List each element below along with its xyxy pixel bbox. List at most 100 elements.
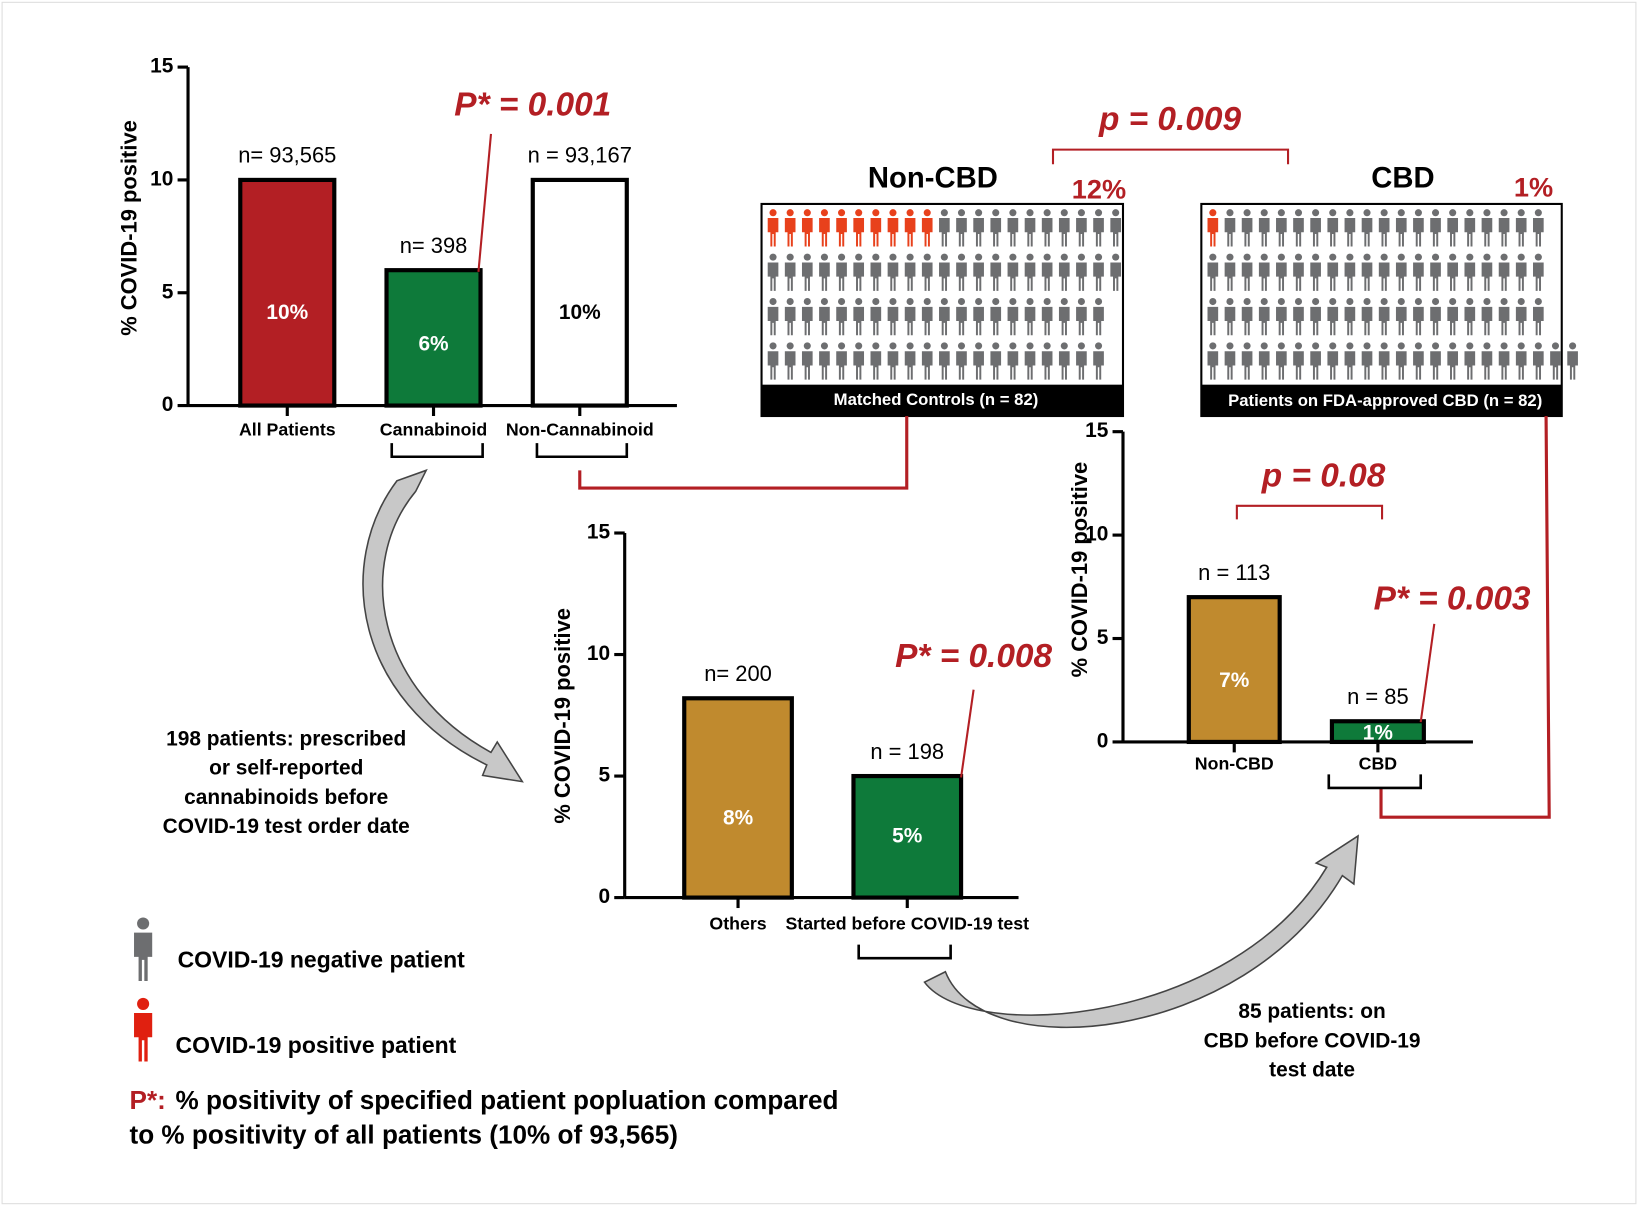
icon-head [1043, 209, 1051, 217]
icon-head [1077, 297, 1085, 306]
n-label: n = 85 [1347, 684, 1409, 709]
person-icon [870, 253, 882, 291]
icon-body [1327, 218, 1339, 247]
icon-head [1077, 253, 1085, 261]
icon-head [1414, 253, 1422, 261]
comparison-bracket [1051, 148, 1290, 165]
icon-body [1344, 262, 1356, 291]
icon-head [975, 253, 983, 261]
icon-body [870, 262, 882, 291]
person-icon [1327, 209, 1339, 247]
icon-head [1312, 253, 1320, 261]
icon-body [767, 262, 779, 291]
person-icon [836, 209, 847, 247]
y-axis-label: % COVID-19 positive [550, 608, 575, 824]
group-bracket [535, 443, 629, 459]
person-icon [1567, 342, 1578, 380]
person-icon [1550, 342, 1561, 380]
person-icon [1344, 342, 1356, 380]
person-icon [1241, 209, 1253, 247]
icon-head [1329, 253, 1337, 261]
icon-body [1207, 306, 1219, 336]
icon-head [1226, 209, 1234, 217]
icon-head [1226, 297, 1234, 306]
person-icon [973, 253, 984, 291]
n-label: n= 398 [400, 233, 468, 258]
icon-head [1009, 253, 1017, 261]
icon-head [1112, 253, 1120, 261]
icon-head [1449, 342, 1457, 350]
icon-head [1466, 297, 1474, 306]
note: COVID-19 test order date [163, 815, 410, 838]
icon-head [889, 342, 897, 350]
icon-body [870, 218, 882, 247]
person-icon [904, 297, 916, 336]
icon-head [820, 253, 828, 261]
icon-body [1041, 306, 1053, 336]
person-icon [1327, 297, 1339, 336]
n-label: n = 113 [1198, 560, 1270, 585]
icon-head [1431, 297, 1440, 306]
y-tick-label: 5 [1097, 626, 1109, 649]
icon-body [1207, 351, 1219, 380]
icon-head [803, 297, 811, 306]
icon-head [1449, 297, 1457, 306]
icon-head [1534, 253, 1542, 261]
person-icon [1361, 209, 1373, 247]
icon-body [921, 351, 933, 380]
icon-body [921, 262, 933, 291]
icon-body [1058, 306, 1070, 336]
icon-head [906, 209, 914, 217]
icon-head [975, 297, 983, 306]
annotation: P* = 0.003 [1374, 581, 1531, 618]
person-icon [1481, 209, 1493, 247]
person-icon [819, 209, 830, 247]
icon-body [853, 306, 865, 336]
y-tick-label: 5 [162, 280, 174, 303]
icon-head [1517, 342, 1525, 350]
bar [1186, 595, 1282, 745]
icon-head [1414, 342, 1422, 350]
icon-head [957, 253, 966, 261]
icon-head [872, 209, 880, 217]
icon-head [803, 253, 811, 261]
icon-body [836, 306, 847, 336]
icon-head [1431, 209, 1440, 217]
person-icon [1464, 342, 1476, 380]
icon-head [1483, 209, 1491, 217]
person-icon [1327, 342, 1339, 380]
icon-body [1361, 262, 1373, 291]
icon-head [1517, 297, 1525, 306]
icon-body [1447, 306, 1459, 336]
icon-body [1327, 262, 1339, 291]
icon-head [1346, 253, 1354, 261]
person-icon [887, 253, 899, 291]
icon-head [1397, 253, 1405, 261]
icon-body [1361, 218, 1373, 247]
icon-body [1498, 306, 1510, 336]
icon-body [1344, 218, 1356, 247]
flow-arrow [362, 468, 524, 783]
value-label: 7% [1219, 669, 1250, 692]
y-tick-label: 10 [150, 167, 173, 190]
icon-head [957, 297, 966, 306]
person-icon [1207, 342, 1219, 380]
person-icon [990, 209, 1002, 247]
icon-head [992, 297, 1000, 306]
icon-head [1209, 297, 1217, 306]
person-icon [1344, 297, 1356, 336]
y-tick-label: 0 [162, 393, 174, 416]
icon-head [1466, 209, 1474, 217]
annotation: p = 0.08 [1261, 457, 1386, 494]
person-icon [801, 342, 813, 380]
person-icon [1498, 297, 1510, 336]
panel-percent: 1% [1514, 171, 1553, 202]
person-icon [784, 297, 796, 336]
icon-head [923, 342, 931, 350]
icon-head [1329, 342, 1337, 350]
person-icon [1207, 297, 1219, 336]
person-icon [853, 342, 865, 380]
icon-body [1207, 218, 1219, 247]
person-icon [1024, 297, 1036, 336]
person-icon [1378, 342, 1390, 380]
